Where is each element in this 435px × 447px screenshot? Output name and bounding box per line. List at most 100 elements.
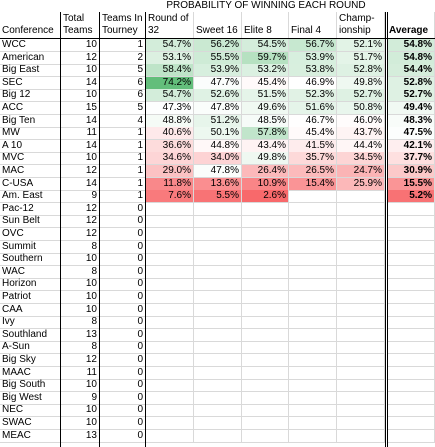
cell-championship[interactable]: 46.0% [337, 114, 385, 128]
cell-elite-8[interactable]: 26.4% [242, 165, 289, 178]
cell-teams-in-tourney[interactable]: 0 [100, 215, 146, 229]
cell-sweet-16[interactable]: 53.9% [194, 64, 242, 78]
cell-round-of-32[interactable] [146, 278, 194, 292]
cell-teams-in-tourney[interactable]: 0 [100, 328, 146, 342]
cell-championship[interactable] [337, 316, 385, 330]
cell-conference[interactable]: MAAC [0, 366, 61, 380]
cell-conference[interactable]: CAA [0, 303, 61, 317]
cell-elite-8[interactable]: 48.5% [242, 114, 289, 128]
cell-conference[interactable]: Patriot [0, 291, 61, 304]
cell-teams-in-tourney[interactable]: 0 [100, 202, 146, 216]
cell-championship[interactable] [337, 366, 385, 380]
cell-conference[interactable]: Pac-12 [0, 202, 61, 216]
cell-conference[interactable]: Horizon [0, 278, 61, 292]
cell-conference[interactable]: SWAC [0, 417, 61, 430]
cell-teams-in-tourney[interactable]: 4 [100, 114, 146, 128]
cell-elite-8[interactable] [242, 278, 289, 292]
cell-total-teams[interactable]: 15 [61, 102, 100, 115]
cell-teams-in-tourney[interactable]: 0 [100, 379, 146, 393]
cell-teams-in-tourney[interactable]: 0 [100, 391, 146, 405]
cell-round-of-32[interactable]: 54.7% [146, 39, 194, 52]
cell-championship[interactable]: 52.7% [337, 89, 385, 103]
cell-total-teams[interactable]: 14 [61, 177, 100, 191]
cell-teams-in-tourney[interactable]: 5 [100, 64, 146, 78]
cell-sweet-16[interactable] [194, 202, 242, 216]
cell-total-teams[interactable]: 10 [61, 417, 100, 430]
cell-championship[interactable] [337, 291, 385, 304]
cell-average[interactable] [388, 202, 435, 216]
cell-teams-in-tourney[interactable]: 2 [100, 51, 146, 65]
cell-final-4[interactable]: 45.4% [289, 127, 337, 141]
cell-teams-in-tourney[interactable]: 0 [100, 316, 146, 330]
cell-total-teams[interactable]: 12 [61, 165, 100, 178]
cell-sweet-16[interactable] [194, 303, 242, 317]
cell-elite-8[interactable] [242, 202, 289, 216]
cell-championship[interactable]: 50.8% [337, 102, 385, 115]
cell-teams-in-tourney[interactable]: 0 [100, 228, 146, 241]
cell-teams-in-tourney[interactable]: 1 [100, 127, 146, 141]
cell-conference[interactable]: Big Ten [0, 114, 61, 128]
cell-total-teams[interactable]: 8 [61, 316, 100, 330]
cell-average[interactable]: 42.1% [388, 139, 435, 153]
cell-final-4[interactable] [289, 228, 337, 241]
cell-final-4[interactable]: 53.8% [289, 64, 337, 78]
cell-conference[interactable]: A-Sun [0, 341, 61, 355]
cell-elite-8[interactable] [242, 303, 289, 317]
header-championship[interactable]: Champ- ionship [337, 12, 385, 38]
cell-total-teams[interactable]: 10 [61, 404, 100, 418]
cell-total-teams[interactable]: 8 [61, 240, 100, 254]
cell-teams-in-tourney[interactable]: 0 [100, 417, 146, 430]
cell-sweet-16[interactable] [194, 316, 242, 330]
cell-sweet-16[interactable]: 44.8% [194, 139, 242, 153]
cell-average[interactable] [388, 215, 435, 229]
cell-average[interactable] [388, 379, 435, 393]
cell-round-of-32[interactable]: 11.8% [146, 177, 194, 191]
cell-round-of-32[interactable] [146, 316, 194, 330]
cell-elite-8[interactable]: 51.5% [242, 89, 289, 103]
cell-total-teams[interactable]: 10 [61, 64, 100, 78]
header-conference[interactable]: Conference [0, 12, 61, 38]
cell-sweet-16[interactable] [194, 328, 242, 342]
cell-teams-in-tourney[interactable]: 0 [100, 404, 146, 418]
cell-sweet-16[interactable]: 47.8% [194, 102, 242, 115]
cell-total-teams[interactable]: 12 [61, 202, 100, 216]
cell-average[interactable]: 54.4% [388, 64, 435, 78]
cell-average[interactable]: 47.5% [388, 127, 435, 141]
cell-round-of-32[interactable] [146, 202, 194, 216]
cell-average[interactable] [388, 366, 435, 380]
cell-conference[interactable]: MW [0, 127, 61, 141]
cell-final-4[interactable] [289, 202, 337, 216]
cell-teams-in-tourney[interactable]: 0 [100, 354, 146, 367]
cell-average[interactable]: 54.8% [388, 39, 435, 52]
cell-final-4[interactable] [289, 417, 337, 430]
cell-round-of-32[interactable] [146, 341, 194, 355]
cell-conference[interactable]: Sun Belt [0, 215, 61, 229]
cell-sweet-16[interactable]: 34.0% [194, 152, 242, 166]
cell-total-teams[interactable]: 9 [61, 391, 100, 405]
cell-final-4[interactable]: 41.5% [289, 139, 337, 153]
cell-round-of-32[interactable] [146, 328, 194, 342]
cell-total-teams[interactable]: 11 [61, 366, 100, 380]
cell-championship[interactable] [337, 391, 385, 405]
cell-average[interactable] [388, 417, 435, 430]
cell-championship[interactable] [337, 303, 385, 317]
cell-championship[interactable]: 34.5% [337, 152, 385, 166]
cell-round-of-32[interactable] [146, 228, 194, 241]
cell-teams-in-tourney[interactable]: 1 [100, 165, 146, 178]
cell-elite-8[interactable]: 43.4% [242, 139, 289, 153]
cell-average[interactable]: 37.7% [388, 152, 435, 166]
cell-championship[interactable]: 49.8% [337, 76, 385, 90]
cell-conference[interactable]: OVC [0, 228, 61, 241]
cell-average[interactable]: 54.8% [388, 51, 435, 65]
cell-final-4[interactable] [289, 391, 337, 405]
cell-final-4[interactable] [289, 265, 337, 279]
cell-elite-8[interactable] [242, 391, 289, 405]
cell-elite-8[interactable]: 57.8% [242, 127, 289, 141]
cell-elite-8[interactable] [242, 366, 289, 380]
cell-championship[interactable] [337, 379, 385, 393]
cell-final-4[interactable] [289, 303, 337, 317]
cell-average[interactable] [388, 429, 435, 443]
cell-elite-8[interactable] [242, 404, 289, 418]
cell-teams-in-tourney[interactable]: 0 [100, 240, 146, 254]
cell-total-teams[interactable]: 8 [61, 265, 100, 279]
